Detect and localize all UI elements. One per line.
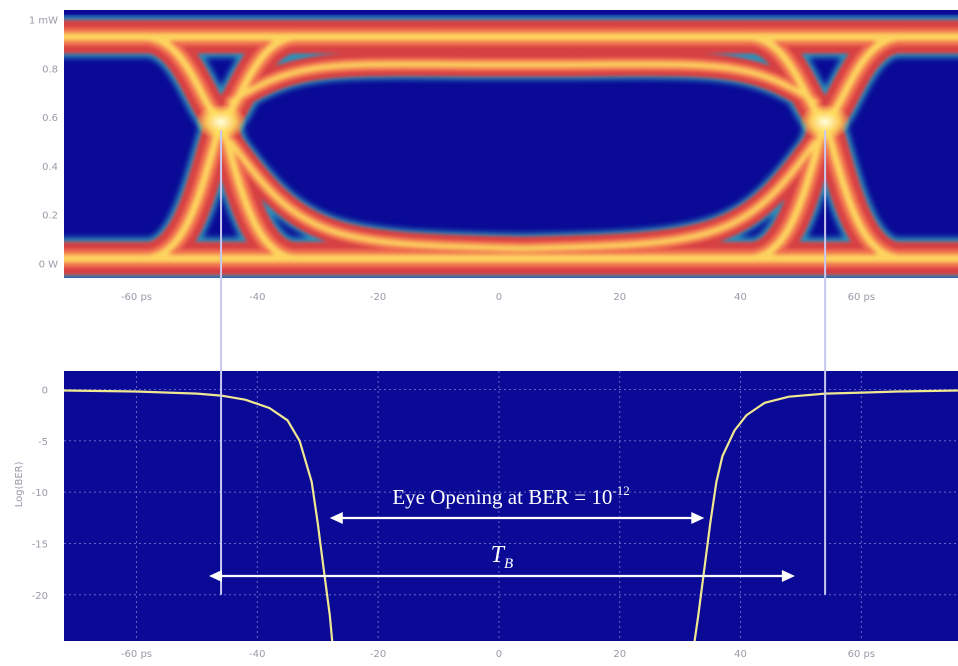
ber-y-tick-label: -10	[32, 488, 48, 499]
eye-y-tick-label: 0.6	[42, 113, 58, 124]
dimension-arrow	[329, 512, 705, 524]
eye-x-tick-label: -60 ps	[121, 292, 152, 303]
eye-y-tick-label: 0 W	[39, 259, 59, 270]
eye-x-tick-label: 60 ps	[848, 292, 875, 303]
eye-diagram-panel: 0 W 0.2 0.4 0.6 0.8 1 mW -60 ps -40 -20 0 20 40 60 …	[29, 10, 958, 303]
ber-x-tick-label: 20	[613, 649, 626, 660]
bit-period-subscript: B	[504, 556, 513, 572]
ber-y-tick-label: -5	[38, 437, 48, 448]
eye-crossing-hotspot	[195, 104, 248, 141]
ber-panel: 0 -5 -10 -15 -20 -60 ps -40 -20 0 20 40 60 ps Log(…	[14, 371, 958, 660]
ber-curves	[64, 389, 958, 641]
ber-y-tick-label: -20	[32, 591, 48, 602]
eye-y-tick-label: 1 mW	[29, 16, 58, 27]
ber-curve	[64, 389, 334, 641]
dimension-arrow	[208, 570, 795, 582]
annotations: Eye Opening at BER = 10-12 TB	[208, 483, 795, 582]
eye-opening-text: Eye Opening at BER = 10	[392, 485, 612, 509]
ber-y-tick-label: -15	[32, 539, 48, 550]
bit-period-label: TB	[491, 542, 514, 572]
eye-crossing-hotspot	[799, 104, 852, 141]
eye-y-tick-label: 0.2	[42, 211, 58, 222]
ber-x-ticks: -60 ps -40 -20 0 20 40 60 ps	[121, 649, 875, 660]
ber-x-tick-label: -40	[249, 649, 265, 660]
eye-trace	[228, 139, 819, 252]
crossing-connectors	[220, 130, 827, 595]
ber-x-tick-label: -60 ps	[121, 649, 152, 660]
ber-background	[64, 371, 958, 641]
eye-x-tick-label: 40	[734, 292, 747, 303]
ber-x-tick-label: -20	[370, 649, 386, 660]
ber-y-axis-label: Log(BER)	[14, 461, 25, 507]
eye-x-tick-label: -40	[249, 292, 265, 303]
arrowhead-right	[691, 512, 705, 524]
arrowhead-left	[329, 512, 343, 524]
eye-traces	[64, 15, 958, 278]
arrowhead-left	[208, 570, 222, 582]
eye-x-tick-label: 20	[613, 292, 626, 303]
eye-trace	[228, 61, 819, 106]
eye-x-ticks: -60 ps -40 -20 0 20 40 60 ps	[121, 292, 875, 303]
ber-grid	[64, 371, 958, 641]
eye-opening-label: Eye Opening at BER = 10-12	[392, 483, 629, 509]
eye-y-tick-label: 0.8	[42, 64, 58, 75]
ber-y-tick-label: 0	[42, 385, 48, 396]
ber-curve	[693, 389, 958, 641]
eye-opening-exponent: -12	[612, 483, 629, 498]
eye-y-ticks: 0 W 0.2 0.4 0.6 0.8 1 mW	[29, 16, 58, 271]
eye-y-tick-label: 0.4	[42, 162, 58, 173]
ber-x-tick-label: 40	[734, 649, 747, 660]
ber-y-ticks: 0 -5 -10 -15 -20	[32, 385, 48, 601]
eye-x-tick-label: -20	[370, 292, 386, 303]
bit-period-symbol: T	[491, 542, 506, 568]
ber-x-tick-label: 60 ps	[848, 649, 875, 660]
arrowhead-right	[781, 570, 795, 582]
eye-x-tick-label: 0	[496, 292, 502, 303]
ber-x-tick-label: 0	[496, 649, 502, 660]
